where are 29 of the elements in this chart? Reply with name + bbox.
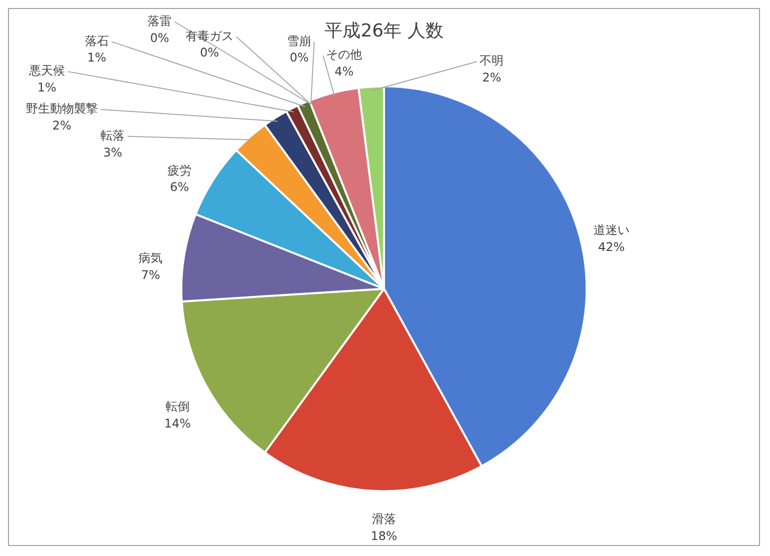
data-label: 1% — [37, 80, 56, 95]
text: 0% — [290, 50, 309, 65]
text: 0% — [200, 46, 219, 60]
slice-label: 転落 — [100, 128, 125, 142]
data-label: 18% — [370, 528, 398, 543]
chart-title: 平成26年 人数 — [324, 20, 444, 42]
data-label: 2% — [52, 118, 72, 132]
slice-label: 滑落 — [372, 512, 396, 526]
slice-label: 悪天候 — [28, 64, 65, 78]
slice-label: 不明 — [480, 54, 504, 68]
data-label: 14% — [164, 416, 191, 430]
slice-label: 転倒 — [166, 399, 190, 414]
category-label: 有毒ガス — [185, 28, 234, 43]
slice-label: 野生動物襲撃 — [26, 102, 98, 116]
data-label: 4% — [334, 64, 354, 79]
slice-label: その他 — [326, 48, 362, 62]
slice-label: 疲労 — [168, 163, 192, 178]
slice-label: 道迷い — [593, 223, 630, 238]
data-label: 2% — [482, 70, 502, 85]
text: 0% — [150, 30, 170, 45]
data-label: 3% — [103, 145, 122, 160]
data-label: 42% — [598, 240, 625, 254]
category-label: 落雷 — [148, 14, 172, 28]
data-label: 7% — [141, 268, 160, 282]
slice-label: 病気 — [138, 250, 163, 265]
data-label: 1% — [87, 50, 106, 65]
slice-label: 落石 — [84, 34, 109, 48]
data-label: 6% — [170, 180, 190, 194]
category-label: 雪崩 — [287, 34, 312, 48]
